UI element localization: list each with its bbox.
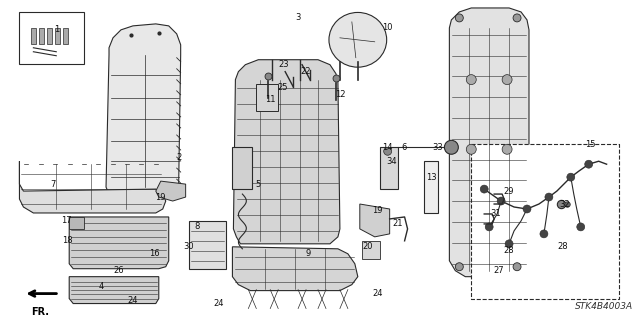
Bar xyxy=(55,28,60,44)
Bar xyxy=(362,241,380,259)
Polygon shape xyxy=(69,217,169,269)
Circle shape xyxy=(545,193,553,201)
Circle shape xyxy=(540,230,548,238)
Polygon shape xyxy=(156,181,186,201)
Text: 31: 31 xyxy=(490,210,500,219)
Circle shape xyxy=(502,75,512,85)
Text: 2: 2 xyxy=(176,153,181,162)
Circle shape xyxy=(384,147,392,155)
Text: 26: 26 xyxy=(114,266,124,275)
Circle shape xyxy=(585,160,593,168)
Circle shape xyxy=(480,185,488,193)
Text: 22: 22 xyxy=(301,67,311,76)
Text: 11: 11 xyxy=(265,95,275,104)
Circle shape xyxy=(567,173,575,181)
Polygon shape xyxy=(360,204,390,237)
Text: 24: 24 xyxy=(213,299,224,308)
Bar xyxy=(471,144,619,299)
Circle shape xyxy=(513,263,521,271)
Circle shape xyxy=(455,14,463,22)
Bar xyxy=(63,28,68,44)
Circle shape xyxy=(485,223,493,231)
Text: 29: 29 xyxy=(504,187,515,196)
Circle shape xyxy=(444,140,458,154)
Polygon shape xyxy=(69,277,159,304)
Text: 17: 17 xyxy=(61,216,72,226)
Text: FR.: FR. xyxy=(31,307,49,316)
Text: 13: 13 xyxy=(426,173,436,182)
Circle shape xyxy=(577,223,585,231)
Text: 1: 1 xyxy=(54,25,59,34)
Text: 14: 14 xyxy=(383,143,393,152)
Polygon shape xyxy=(106,24,180,194)
Circle shape xyxy=(467,75,476,85)
Text: 18: 18 xyxy=(62,236,72,245)
Circle shape xyxy=(497,197,505,205)
Text: 28: 28 xyxy=(504,246,515,255)
Text: 6: 6 xyxy=(401,143,406,152)
Text: 3: 3 xyxy=(296,13,301,22)
Circle shape xyxy=(505,240,513,248)
Bar xyxy=(232,147,252,189)
Text: 19: 19 xyxy=(156,193,166,202)
Circle shape xyxy=(513,14,521,22)
Text: 15: 15 xyxy=(586,140,596,149)
Text: STK4B4003A: STK4B4003A xyxy=(575,301,634,310)
Bar xyxy=(47,28,52,44)
Text: 10: 10 xyxy=(383,23,393,32)
Circle shape xyxy=(455,263,463,271)
Text: 23: 23 xyxy=(279,60,289,69)
Text: 16: 16 xyxy=(150,249,160,258)
Text: 19: 19 xyxy=(372,206,383,215)
Text: 32: 32 xyxy=(559,199,570,209)
Circle shape xyxy=(467,144,476,154)
Text: 24: 24 xyxy=(127,296,138,305)
Text: 21: 21 xyxy=(392,219,403,228)
Text: 28: 28 xyxy=(557,242,568,251)
Text: 27: 27 xyxy=(494,266,504,275)
Polygon shape xyxy=(232,247,358,291)
Circle shape xyxy=(502,144,512,154)
Text: 20: 20 xyxy=(362,242,373,251)
Bar xyxy=(256,84,278,111)
Polygon shape xyxy=(19,161,166,213)
Text: 12: 12 xyxy=(335,90,345,99)
Text: 7: 7 xyxy=(51,180,56,189)
Bar xyxy=(31,28,36,44)
Polygon shape xyxy=(449,8,529,277)
Polygon shape xyxy=(234,60,340,244)
Bar xyxy=(189,221,227,269)
Text: 9: 9 xyxy=(305,249,310,258)
Text: 33: 33 xyxy=(432,143,443,152)
Text: 5: 5 xyxy=(255,180,261,189)
Ellipse shape xyxy=(329,12,387,67)
Bar xyxy=(380,147,397,189)
Text: 24: 24 xyxy=(372,289,383,298)
Bar xyxy=(39,28,44,44)
Text: 25: 25 xyxy=(277,83,287,92)
Bar xyxy=(19,12,84,64)
Circle shape xyxy=(523,205,531,213)
Text: 34: 34 xyxy=(387,157,397,166)
Text: 30: 30 xyxy=(183,242,194,251)
Bar xyxy=(424,161,438,213)
Bar xyxy=(69,217,84,229)
Text: 8: 8 xyxy=(194,222,199,231)
Text: 4: 4 xyxy=(99,282,104,291)
